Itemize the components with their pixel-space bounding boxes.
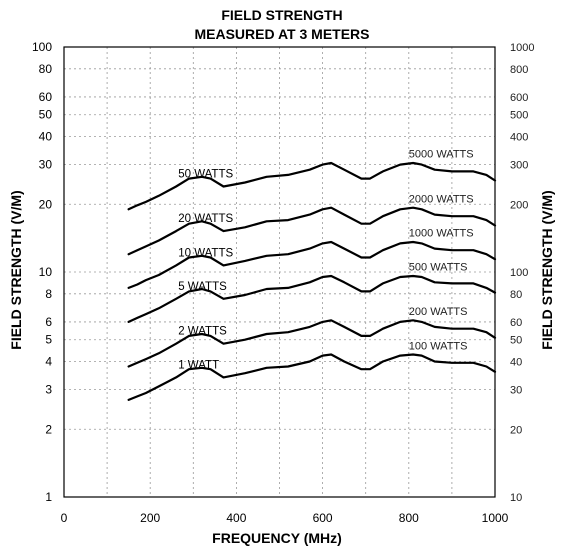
y-tick-label-left: 10: [39, 265, 53, 279]
series-line: [127, 319, 497, 368]
y-tick-label-right: 500: [510, 110, 528, 122]
series-label-left: 20 WATTS: [178, 213, 233, 225]
y-tick-label-left: 6: [45, 315, 52, 329]
series-label-left: 2 WATTS: [178, 326, 227, 338]
y-tick-label-right: 80: [510, 289, 522, 301]
series-label-right: 5000 WATTS: [409, 149, 474, 161]
series-label-right: 200 WATTS: [409, 306, 468, 318]
series-label-right: 500 WATTS: [409, 261, 468, 273]
tick-labels: 1 2 3 4 5 6 8 10 20 30 40 50 60 80 100 10 20 30 40 50 60 80 10…: [32, 40, 535, 525]
x-tick-label: 800: [399, 511, 419, 525]
series-label-left: 50 WATTS: [178, 168, 233, 180]
y-tick-label-right: 100: [510, 267, 528, 279]
x-tick-label: 0: [61, 511, 68, 525]
y-tick-label-right: 300: [510, 160, 528, 172]
chart-title: FIELD STRENGTH: [221, 7, 342, 23]
y-tick-label-right: 10: [510, 492, 522, 504]
y-tick-label-right: 600: [510, 92, 528, 104]
series-label-left: 1 WATT: [178, 359, 219, 371]
y-tick-label-right: 1000: [510, 42, 534, 54]
series-line: [127, 274, 497, 323]
y-tick-label-left: 20: [39, 197, 53, 211]
y-tick-label-right: 50: [510, 335, 522, 347]
y-tick-label-left: 5: [45, 333, 52, 347]
series-label-left: 5 WATTS: [178, 281, 227, 293]
y-tick-label-left: 50: [39, 108, 53, 122]
y-tick-label-left: 30: [39, 158, 53, 172]
series-label-right: 1000 WATTS: [409, 228, 474, 240]
grid: [64, 47, 495, 497]
x-tick-label: 1000: [482, 511, 509, 525]
y-tick-label-left: 1: [45, 490, 52, 504]
y-tick-label-right: 40: [510, 357, 522, 369]
series-line: [127, 353, 497, 401]
y-tick-label-left: 80: [39, 62, 53, 76]
y-tick-label-left: 4: [45, 355, 52, 369]
y-axis-title-left: FIELD STRENGTH (V/M): [8, 190, 24, 349]
y-axis-title-right: FIELD STRENGTH (V/M): [539, 190, 555, 349]
y-tick-label-right: 400: [510, 132, 528, 144]
x-tick-label: 600: [313, 511, 333, 525]
y-tick-label-left: 8: [45, 287, 52, 301]
y-tick-label-left: 40: [39, 130, 53, 144]
y-tick-label-right: 200: [510, 199, 528, 211]
plot-frame: [63, 46, 496, 498]
x-axis-title: FREQUENCY (MHz): [212, 530, 342, 546]
series-labels: 50 WATTS 5000 WATTS 20 WATTS 2000 WATTS 10 W…: [178, 149, 473, 372]
series-line: [127, 240, 497, 289]
series-label-right: 100 WATTS: [409, 341, 468, 353]
series-label-left: 10 WATTS: [178, 247, 233, 259]
y-tick-label-left: 60: [39, 90, 53, 104]
series-line: [127, 206, 497, 256]
y-tick-label-left: 100: [32, 40, 52, 54]
chart-subtitle: MEASURED AT 3 METERS: [194, 26, 369, 42]
y-tick-label-right: 20: [510, 424, 522, 436]
series-lines: [127, 161, 497, 401]
y-tick-label-left: 3: [45, 383, 52, 397]
y-tick-label-right: 800: [510, 64, 528, 76]
x-tick-label: 200: [140, 511, 160, 525]
y-tick-label-right: 30: [510, 385, 522, 397]
y-tick-label-left: 2: [45, 422, 52, 436]
x-tick-label: 400: [226, 511, 246, 525]
series-line: [127, 161, 497, 211]
series-label-right: 2000 WATTS: [409, 194, 474, 206]
y-tick-label-right: 60: [510, 317, 522, 329]
